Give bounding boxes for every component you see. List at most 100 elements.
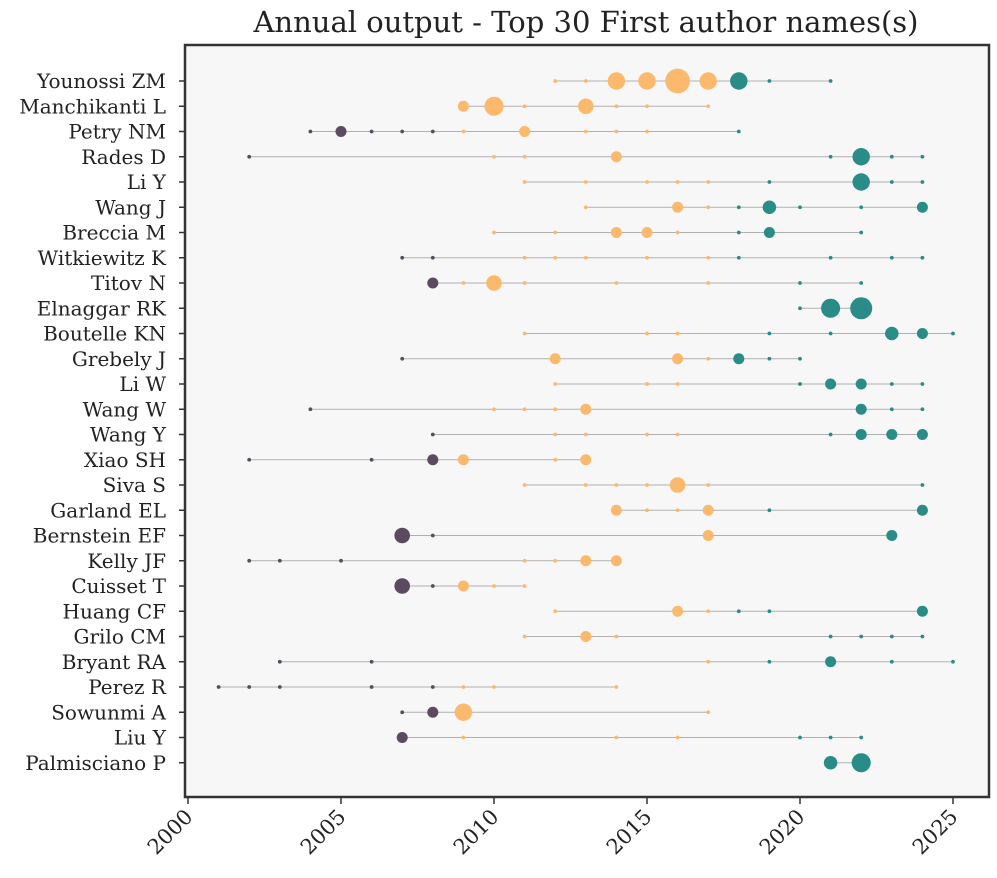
data-point bbox=[706, 104, 711, 109]
data-point bbox=[583, 483, 588, 487]
data-point bbox=[916, 504, 928, 516]
data-point bbox=[247, 457, 252, 462]
data-point bbox=[645, 331, 649, 336]
data-point bbox=[672, 605, 684, 617]
data-point bbox=[553, 407, 558, 412]
data-point bbox=[675, 230, 680, 235]
data-point bbox=[798, 735, 802, 740]
data-point bbox=[430, 432, 435, 437]
data-point bbox=[706, 710, 711, 715]
y-tick-label: Bryant RA bbox=[62, 650, 167, 674]
data-point bbox=[522, 104, 527, 109]
data-point bbox=[852, 173, 870, 191]
data-point bbox=[614, 735, 619, 740]
data-point bbox=[522, 255, 527, 260]
data-point bbox=[706, 356, 711, 361]
data-point bbox=[522, 483, 527, 487]
y-tick-label: Cuisset T bbox=[71, 574, 166, 598]
data-point bbox=[889, 659, 894, 664]
data-point bbox=[859, 230, 864, 235]
data-point bbox=[369, 129, 374, 134]
data-point bbox=[828, 331, 833, 336]
y-tick-label: Perez R bbox=[88, 675, 167, 699]
data-point bbox=[461, 685, 466, 689]
y-tick-label: Petry NM bbox=[68, 120, 166, 144]
y-tick-label: Sowunmi A bbox=[51, 700, 166, 724]
data-point bbox=[610, 504, 622, 516]
data-point bbox=[461, 281, 466, 285]
data-point bbox=[920, 483, 925, 487]
data-point bbox=[916, 605, 928, 617]
data-point bbox=[702, 504, 714, 516]
data-point bbox=[394, 527, 411, 544]
data-point bbox=[522, 331, 527, 336]
data-point bbox=[339, 558, 343, 563]
data-point bbox=[369, 659, 374, 664]
data-point bbox=[614, 483, 619, 487]
data-point bbox=[730, 72, 748, 90]
data-point bbox=[821, 298, 841, 318]
data-points bbox=[216, 68, 955, 773]
data-point bbox=[736, 129, 741, 134]
data-point bbox=[886, 428, 898, 441]
data-point bbox=[335, 125, 347, 138]
data-point bbox=[767, 659, 772, 664]
data-point bbox=[492, 584, 496, 588]
data-point bbox=[492, 407, 496, 412]
data-point bbox=[553, 609, 558, 614]
data-point bbox=[641, 226, 653, 239]
data-point bbox=[430, 685, 435, 689]
y-tick-label: Kelly JF bbox=[87, 549, 166, 573]
data-point bbox=[247, 558, 252, 563]
data-point bbox=[614, 129, 619, 134]
data-point bbox=[828, 79, 833, 83]
data-point bbox=[885, 326, 899, 341]
data-point bbox=[277, 685, 282, 689]
data-point bbox=[522, 584, 527, 588]
data-point bbox=[798, 382, 802, 386]
data-point bbox=[859, 634, 864, 639]
data-point bbox=[522, 634, 527, 639]
data-point bbox=[645, 432, 649, 437]
data-point bbox=[583, 432, 588, 437]
data-point bbox=[522, 407, 527, 412]
y-tick-label: Li Y bbox=[127, 170, 167, 194]
data-point bbox=[920, 154, 925, 159]
data-point bbox=[614, 634, 619, 639]
data-point bbox=[522, 154, 527, 159]
data-point bbox=[828, 255, 833, 260]
y-tick-label: Wang Y bbox=[90, 423, 167, 447]
data-point bbox=[798, 356, 802, 361]
data-point bbox=[736, 609, 741, 614]
data-point bbox=[859, 281, 864, 285]
chart-title: Annual output - Top 30 First author name… bbox=[252, 5, 918, 39]
data-point bbox=[553, 558, 558, 563]
data-point bbox=[916, 327, 928, 340]
data-point bbox=[396, 731, 408, 744]
y-tick-label: Grilo CM bbox=[73, 625, 166, 649]
y-tick-label: Li W bbox=[119, 372, 166, 396]
data-point bbox=[247, 685, 252, 689]
data-point bbox=[583, 180, 588, 184]
data-point bbox=[916, 428, 928, 441]
data-point bbox=[553, 230, 558, 235]
data-point bbox=[610, 226, 622, 239]
y-tick-label: Huang CF bbox=[63, 599, 167, 623]
data-point bbox=[762, 200, 777, 214]
data-point bbox=[736, 205, 741, 210]
data-point bbox=[675, 735, 680, 740]
data-point bbox=[850, 297, 873, 320]
data-point bbox=[607, 72, 626, 90]
data-point bbox=[614, 281, 619, 285]
data-point bbox=[828, 735, 833, 740]
data-point bbox=[553, 382, 558, 386]
data-point bbox=[486, 275, 502, 291]
data-point bbox=[400, 255, 405, 260]
y-tick-label: Palmisciano P bbox=[25, 751, 166, 775]
x-tick-label: 2025 bbox=[908, 805, 963, 860]
data-point bbox=[614, 104, 619, 109]
data-point bbox=[461, 129, 466, 134]
data-point bbox=[454, 703, 473, 721]
data-point bbox=[951, 331, 955, 336]
